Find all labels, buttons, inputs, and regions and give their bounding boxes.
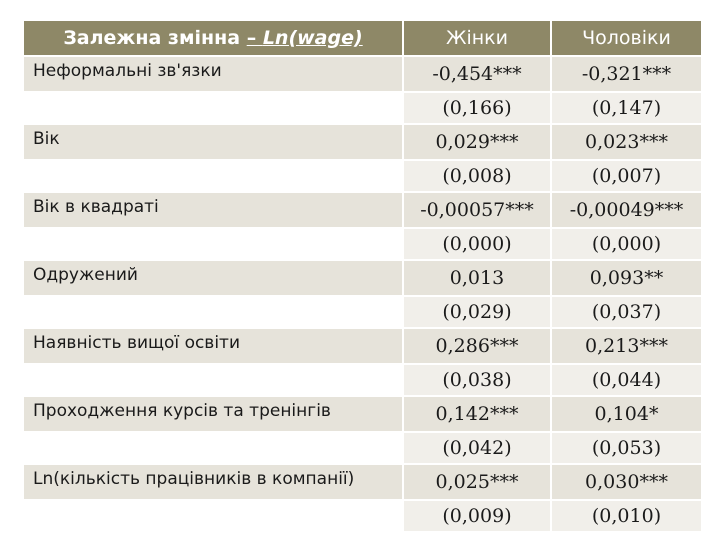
variable-label: Неформальні зв'язки <box>24 57 402 91</box>
standard-error-women: (0,166) <box>402 93 550 123</box>
coefficient-men: 0,093** <box>550 261 701 295</box>
coefficient-row: Наявність вищої освіти 0,286*** 0,213*** <box>24 329 701 363</box>
standard-error-women: (0,000) <box>402 229 550 259</box>
standard-error-men: (0,007) <box>550 161 701 191</box>
empty-label-cell <box>24 501 402 531</box>
empty-label-cell <box>24 365 402 395</box>
coefficient-men: 0,213*** <box>550 329 701 363</box>
dependent-separator: – <box>246 27 263 49</box>
coefficient-women: 0,013 <box>402 261 550 295</box>
standard-error-men: (0,010) <box>550 501 701 531</box>
coefficient-row: Вік в квадраті -0,00057*** -0,00049*** <box>24 193 701 227</box>
standard-error-women: (0,038) <box>402 365 550 395</box>
dependent-prefix: Залежна змінна <box>63 27 247 49</box>
dependent-variable-header: Залежна змінна – Ln(wage) <box>24 21 402 55</box>
regression-table: Залежна змінна – Ln(wage) Жінки Чоловіки… <box>24 19 701 533</box>
table-header-row: Залежна змінна – Ln(wage) Жінки Чоловіки <box>24 21 701 55</box>
column-header-women: Жінки <box>402 21 550 55</box>
standard-error-row: (0,042) (0,053) <box>24 433 701 463</box>
empty-label-cell <box>24 161 402 191</box>
standard-error-women: (0,009) <box>402 501 550 531</box>
coefficient-women: 0,025*** <box>402 465 550 499</box>
variable-label: Вік <box>24 125 402 159</box>
standard-error-row: (0,038) (0,044) <box>24 365 701 395</box>
empty-label-cell <box>24 93 402 123</box>
empty-label-cell <box>24 433 402 463</box>
coefficient-women: 0,142*** <box>402 397 550 431</box>
coefficient-row: Проходження курсів та тренінгів 0,142***… <box>24 397 701 431</box>
coefficient-men: 0,030*** <box>550 465 701 499</box>
standard-error-women: (0,029) <box>402 297 550 327</box>
standard-error-men: (0,147) <box>550 93 701 123</box>
coefficient-women: 0,029*** <box>402 125 550 159</box>
empty-label-cell <box>24 297 402 327</box>
coefficient-men: -0,00049*** <box>550 193 701 227</box>
standard-error-row: (0,029) (0,037) <box>24 297 701 327</box>
variable-label: Ln(кількість працівників в компанії) <box>24 465 402 499</box>
empty-label-cell <box>24 229 402 259</box>
standard-error-row: (0,000) (0,000) <box>24 229 701 259</box>
standard-error-row: (0,166) (0,147) <box>24 93 701 123</box>
column-header-men: Чоловіки <box>550 21 701 55</box>
standard-error-row: (0,008) (0,007) <box>24 161 701 191</box>
standard-error-women: (0,008) <box>402 161 550 191</box>
variable-label: Проходження курсів та тренінгів <box>24 397 402 431</box>
coefficient-men: 0,104* <box>550 397 701 431</box>
coefficient-men: -0,321*** <box>550 57 701 91</box>
coefficient-row: Одружений 0,013 0,093** <box>24 261 701 295</box>
standard-error-row: (0,009) (0,010) <box>24 501 701 531</box>
standard-error-men: (0,053) <box>550 433 701 463</box>
variable-label: Вік в квадраті <box>24 193 402 227</box>
standard-error-men: (0,037) <box>550 297 701 327</box>
variable-label: Одружений <box>24 261 402 295</box>
coefficient-men: 0,023*** <box>550 125 701 159</box>
coefficient-women: -0,00057*** <box>402 193 550 227</box>
standard-error-men: (0,044) <box>550 365 701 395</box>
coefficient-women: -0,454*** <box>402 57 550 91</box>
coefficient-row: Вік 0,029*** 0,023*** <box>24 125 701 159</box>
coefficient-women: 0,286*** <box>402 329 550 363</box>
standard-error-men: (0,000) <box>550 229 701 259</box>
dependent-variable: Ln(wage) <box>262 27 363 49</box>
coefficient-row: Неформальні зв'язки -0,454*** -0,321*** <box>24 57 701 91</box>
standard-error-women: (0,042) <box>402 433 550 463</box>
regression-table-container: Залежна змінна – Ln(wage) Жінки Чоловіки… <box>24 19 701 533</box>
coefficient-row: Ln(кількість працівників в компанії) 0,0… <box>24 465 701 499</box>
variable-label: Наявність вищої освіти <box>24 329 402 363</box>
